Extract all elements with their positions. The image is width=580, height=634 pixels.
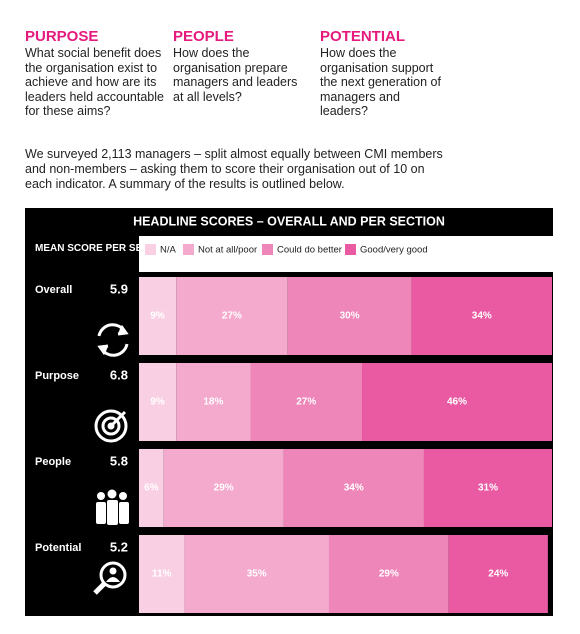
- row-label: People: [35, 456, 71, 468]
- bar-segment: [250, 363, 363, 441]
- column-heading: PURPOSE: [25, 28, 99, 45]
- value-label: 6%: [144, 483, 159, 494]
- legend-swatch: [345, 244, 356, 255]
- bar-segment: [176, 277, 288, 355]
- value-label: 9%: [150, 397, 165, 408]
- legend-label: Good/very good: [360, 245, 428, 256]
- bar-segment: [328, 535, 449, 613]
- value-label: 34%: [344, 483, 364, 494]
- bar-segment: [139, 363, 177, 441]
- refresh-icon: [97, 323, 129, 357]
- legend-label: Not at all/poor: [198, 245, 257, 256]
- column: POTENTIAL How does the organisation supp…: [320, 28, 445, 119]
- value-label: 18%: [203, 397, 223, 408]
- row-label: Purpose: [35, 370, 79, 382]
- row-score: 6.8: [110, 367, 128, 382]
- target-icon: [94, 409, 128, 443]
- value-label: 46%: [447, 397, 467, 408]
- value-label: 35%: [247, 569, 267, 580]
- value-label: 29%: [379, 569, 399, 580]
- value-label: 29%: [214, 483, 234, 494]
- row-score: 5.9: [110, 281, 128, 296]
- value-label: 24%: [488, 569, 508, 580]
- intro: We surveyed 2,113 managers – split almos…: [25, 147, 443, 191]
- column-body: How does the organisation prepare manage…: [173, 46, 298, 104]
- row-label: Potential: [35, 542, 81, 554]
- people-icon: [96, 489, 129, 525]
- bar-segment: [423, 449, 552, 527]
- legend-swatch: [183, 244, 194, 255]
- legend-swatch: [262, 244, 273, 255]
- icons: [93, 323, 129, 595]
- column-body: How does the organisation support the ne…: [320, 46, 441, 118]
- legend-label: Could do better: [277, 245, 342, 256]
- bar-segment: [411, 277, 552, 355]
- column-body: What social benefit does the organisatio…: [25, 46, 164, 118]
- bar-segment: [283, 449, 424, 527]
- bar-segment: [448, 535, 548, 613]
- row-score: 5.2: [110, 539, 128, 554]
- bar-segment: [362, 363, 552, 441]
- column-heading: POTENTIAL: [320, 28, 405, 45]
- bar-segment: [139, 277, 177, 355]
- row-score: 5.8: [110, 453, 128, 468]
- value-label: 31%: [478, 483, 498, 494]
- chart: HEADLINE SCORES – OVERALL AND PER SECTIO…: [25, 208, 553, 616]
- column: PURPOSE What social benefit does the org…: [25, 28, 165, 119]
- search-person-icon: [93, 561, 127, 595]
- bar-segment: [287, 277, 412, 355]
- value-label: 27%: [296, 397, 316, 408]
- column: PEOPLE How does the organisation prepare…: [173, 28, 303, 104]
- value-label: 34%: [472, 311, 492, 322]
- bar-segment: [184, 535, 329, 613]
- legend-label: N/A: [160, 245, 177, 256]
- row-header: MEAN SCORE PER SECTION: [35, 243, 173, 254]
- bar-segment: [176, 363, 251, 441]
- row-header-text: MEAN SCORE PER SECTION: [35, 243, 173, 254]
- bar-segment: [139, 535, 185, 613]
- value-label: 30%: [340, 311, 360, 322]
- row-label: Overall: [35, 284, 72, 296]
- value-label: 27%: [222, 311, 242, 322]
- value-label: 11%: [152, 569, 172, 580]
- column-heading: PEOPLE: [173, 28, 234, 45]
- bar-segment: [139, 449, 164, 527]
- value-label: 9%: [150, 311, 165, 322]
- bar-segment: [163, 449, 284, 527]
- chart-title: HEADLINE SCORES – OVERALL AND PER SECTIO…: [133, 214, 445, 228]
- legend-swatch: [145, 244, 156, 255]
